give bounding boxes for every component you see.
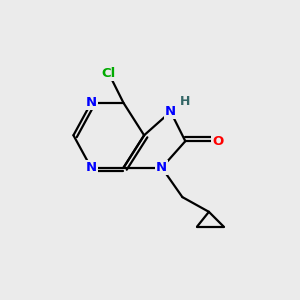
Text: N: N bbox=[85, 161, 97, 174]
Text: Cl: Cl bbox=[102, 67, 116, 80]
Text: N: N bbox=[85, 96, 97, 110]
Text: O: O bbox=[212, 135, 223, 148]
Text: N: N bbox=[165, 105, 176, 118]
Text: H: H bbox=[180, 95, 190, 108]
Text: N: N bbox=[156, 161, 167, 174]
